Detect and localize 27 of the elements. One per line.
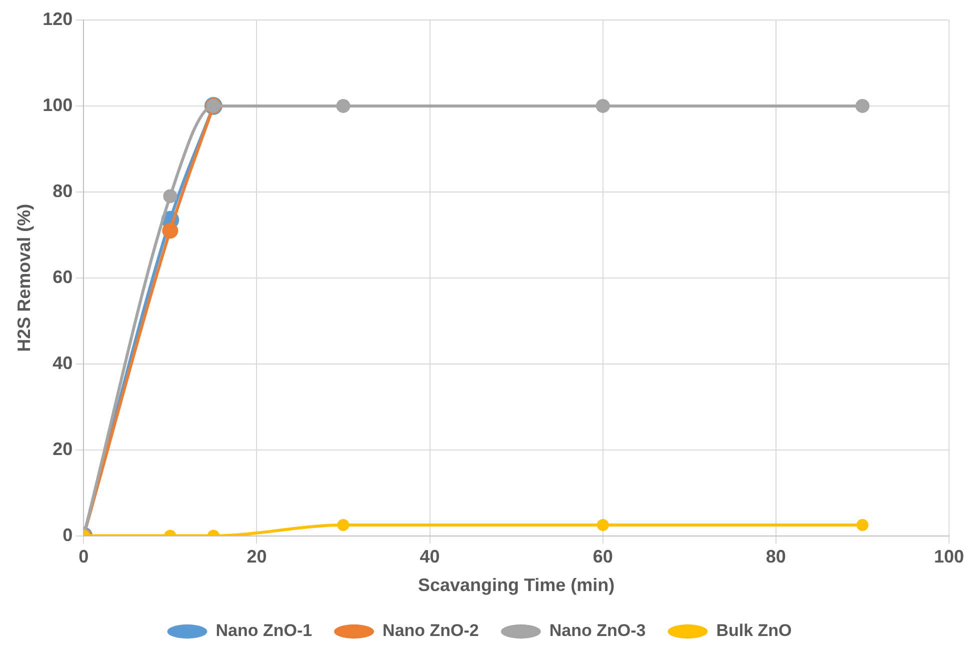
legend-label: Nano ZnO-2 (382, 621, 479, 640)
x-tick-label: 60 (592, 546, 613, 567)
y-tick-label: 40 (52, 352, 73, 373)
y-tick-label: 80 (52, 180, 73, 201)
y-tick-label: 0 (62, 524, 73, 545)
x-tick-label: 0 (78, 546, 89, 567)
point (856, 519, 868, 532)
legend-label: Nano ZnO-3 (549, 621, 646, 640)
legend-label: Nano ZnO-1 (216, 621, 312, 640)
y-tick-label: 100 (42, 94, 73, 115)
x-axis-title: Scavanging Time (min) (418, 575, 615, 596)
y-tick-label: 60 (52, 266, 73, 287)
point (855, 98, 870, 113)
point (336, 98, 350, 113)
x-tick-label: 40 (420, 546, 440, 567)
y-tick-label: 20 (52, 438, 73, 459)
y-axis-title: H2S Removal (%) (14, 204, 34, 352)
point (337, 519, 350, 532)
y-tick-label: 120 (42, 8, 73, 29)
legend-label: Bulk ZnO (716, 621, 792, 640)
point (162, 222, 178, 239)
point (596, 98, 610, 113)
point (596, 519, 609, 532)
point (163, 189, 178, 204)
x-tick-label: 100 (934, 546, 964, 567)
x-tick-label: 80 (766, 546, 786, 567)
x-tick-label: 20 (246, 546, 267, 567)
